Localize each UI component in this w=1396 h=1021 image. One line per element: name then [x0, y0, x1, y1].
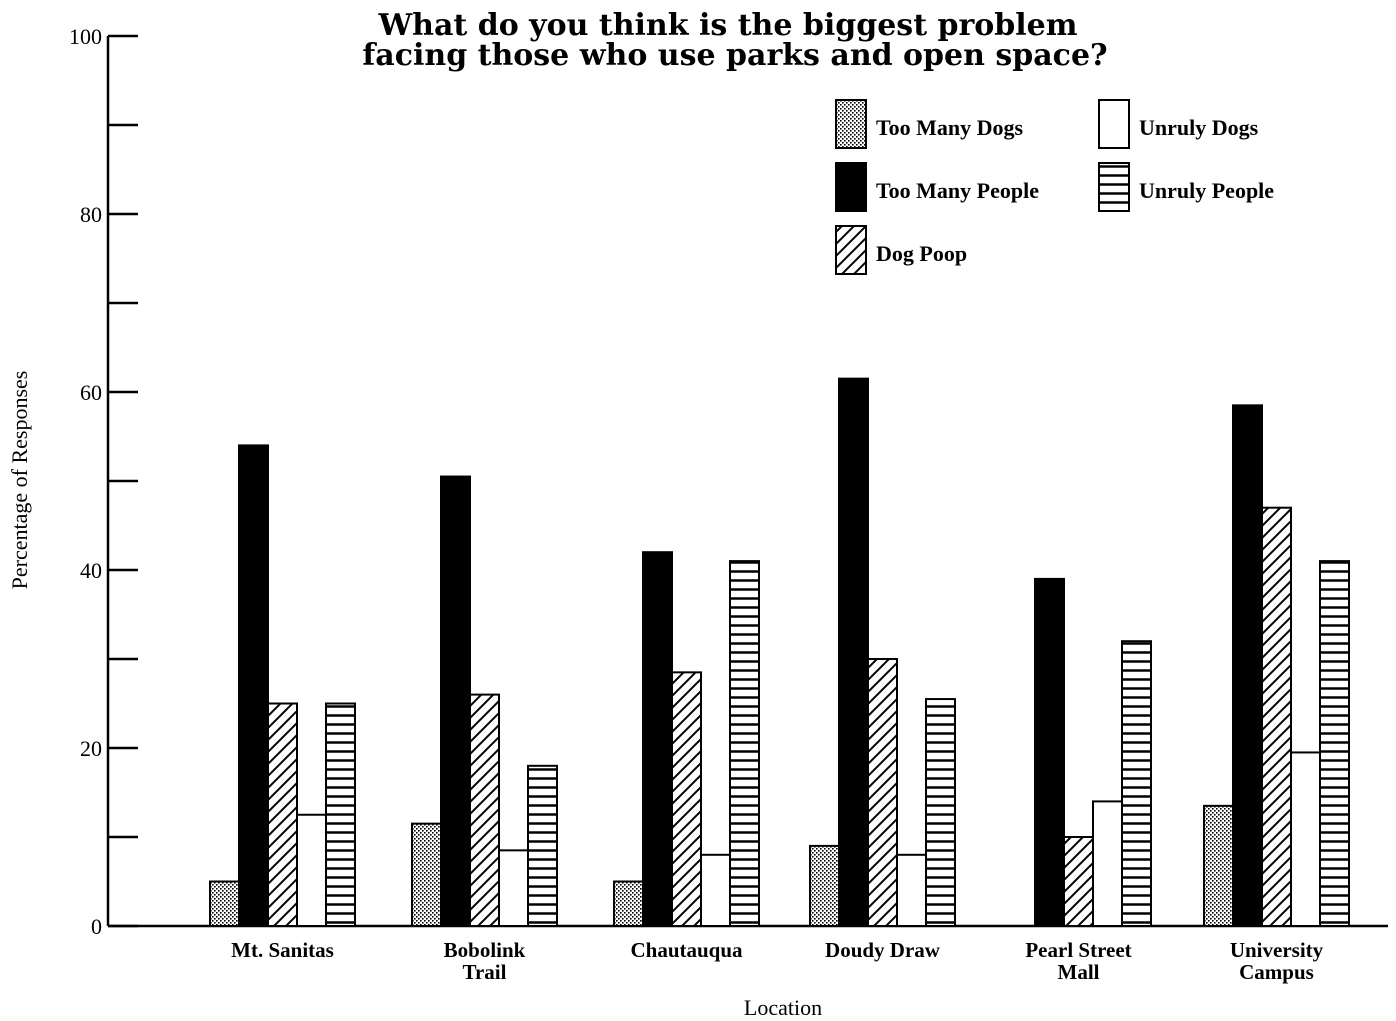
legend-item: Too Many Dogs [835, 99, 1024, 149]
legend-label: Too Many People [876, 178, 1039, 203]
bar [527, 764, 558, 927]
y-tick-label: 40 [80, 558, 102, 583]
x-tick-label: Campus [1239, 960, 1314, 984]
x-tick-label: Doudy Draw [825, 938, 941, 962]
bar [1092, 800, 1123, 928]
legend-item: Unruly People [1098, 162, 1274, 212]
bar [1261, 506, 1292, 927]
bar [498, 849, 529, 927]
bar-group: Doudy Draw [809, 377, 956, 962]
bar [1063, 836, 1094, 927]
bar [469, 693, 500, 927]
bar [1232, 404, 1263, 928]
bar [671, 671, 702, 927]
legend-item: Dog Poop [835, 225, 967, 275]
bar [867, 658, 898, 927]
y-tick-label: 80 [80, 202, 102, 227]
legend-label: Too Many Dogs [876, 115, 1024, 140]
legend-label: Dog Poop [876, 241, 967, 266]
bar [440, 475, 471, 927]
bar [729, 560, 760, 927]
x-tick-label: Mall [1058, 960, 1100, 984]
bar [613, 880, 644, 927]
y-tick-label: 100 [69, 24, 102, 49]
bar-group: Mt. Sanitas [209, 444, 356, 962]
bar [809, 844, 840, 928]
y-tick-label: 60 [80, 380, 102, 405]
bar [325, 702, 356, 927]
bar [925, 698, 956, 927]
x-tick-label: Chautauqua [630, 938, 743, 962]
x-tick-label: University [1230, 938, 1324, 962]
bar [411, 822, 442, 928]
legend-item: Too Many People [835, 162, 1039, 212]
legend-swatch [835, 99, 867, 149]
chart-title-line-1: What do you think is the biggest problem [377, 8, 1077, 43]
x-axis-title: Location [744, 995, 822, 1020]
bar [1034, 577, 1065, 928]
legend-label: Unruly People [1139, 178, 1274, 203]
bar [1203, 804, 1234, 927]
x-tick-label: Bobolink [444, 938, 526, 962]
y-tick-label: 0 [91, 914, 102, 939]
bar [267, 702, 298, 927]
legend-swatch [835, 162, 867, 212]
bar [209, 880, 240, 927]
legend-label: Unruly Dogs [1139, 115, 1259, 140]
legend-swatch [1098, 99, 1130, 149]
x-tick-label: Mt. Sanitas [231, 938, 334, 962]
legend-item: Unruly Dogs [1098, 99, 1259, 149]
bar [838, 377, 869, 927]
bar [642, 551, 673, 927]
legend: Too Many Dogs Too Many People Dog Poop Unru… [835, 99, 1274, 275]
legend-swatch [835, 225, 867, 275]
chart-title-line-2: facing those who use parks and open spac… [362, 38, 1107, 73]
bar [1319, 560, 1350, 927]
x-tick-label: Trail [463, 960, 507, 984]
y-tick-label: 20 [80, 736, 102, 761]
legend-swatch [1098, 162, 1130, 212]
bar [238, 444, 269, 927]
bar [296, 813, 327, 927]
bar [700, 853, 731, 927]
x-tick-label: Pearl Street [1025, 938, 1131, 962]
bar [896, 853, 927, 927]
bar [1121, 640, 1152, 927]
bar-group: Chautauqua [613, 551, 760, 962]
y-axis-title: Percentage of Responses [7, 371, 32, 590]
bar [1290, 751, 1321, 928]
